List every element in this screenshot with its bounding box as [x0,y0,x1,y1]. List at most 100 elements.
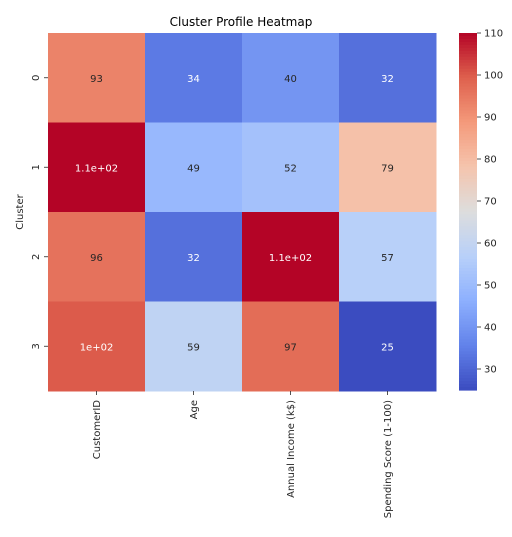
x-axis-ticks: CustomerID Age Annual Income (k$) Spending … [92,391,394,518]
colorbar-segment [459,137,477,141]
colorbar-segment [459,134,477,138]
colorbar-segment [459,208,477,213]
colorbar-segment [459,110,477,114]
heatmap-cell [242,301,340,392]
heatmap-cell [145,301,243,392]
colorbar-segment [459,35,477,40]
colorbar-segment [459,276,477,281]
heatmap-cell [145,33,243,123]
colorbar-tick-label: 50 [484,281,497,292]
x-tick-label: Spending Score (1-100) [383,400,394,518]
colorbar-segment [459,265,477,269]
heatmap-cell [145,122,243,213]
colorbar-segment [459,327,477,332]
colorbar-segment [459,175,477,180]
colorbar-segment [459,271,477,275]
colorbar-segment [459,98,477,103]
colorbar-segment [459,232,477,236]
colorbar-segment [459,149,477,153]
colorbar-segment [459,354,477,358]
heatmap-cell [48,122,146,213]
colorbar-segment [459,300,477,305]
colorbar-segment [459,119,477,123]
colorbar-segment [459,154,477,159]
colorbar-segment [459,220,477,224]
colorbar-segment [459,202,477,207]
heatmap-cell [48,33,146,123]
colorbar-segment [459,140,477,144]
colorbar-segment [459,196,477,201]
colorbar-segment [459,259,477,263]
colorbar-tick-label: 70 [484,197,497,208]
colorbar-segment [459,315,477,320]
colorbar-segment [459,247,477,251]
colorbar-segment [459,217,477,222]
colorbar-segment [459,297,477,302]
colorbar-segment [459,378,477,382]
colorbar-tick-label: 80 [484,155,497,166]
colorbar-tick-label: 100 [484,71,503,82]
colorbar-segment [459,387,477,391]
colorbar-segment [459,56,477,61]
colorbar-segment [459,288,477,293]
heatmap-cell [242,122,340,213]
cell-annotation: 1.1e+02 [75,163,118,174]
heatmap-cell [339,122,437,213]
colorbar-segment [459,199,477,204]
colorbar-segment [459,294,477,299]
colorbar: 30 40 50 60 70 80 90 100 110 [459,29,503,391]
colorbar-segment [459,131,477,135]
cell-annotation: 59 [187,342,200,353]
colorbar-segment [459,92,477,97]
colorbar-segment [459,375,477,379]
colorbar-segment [459,89,477,94]
colorbar-segment [459,372,477,376]
colorbar-segment [459,357,477,361]
colorbar-segment [459,369,477,373]
colorbar-segment [459,312,477,317]
colorbar-segment [459,44,477,49]
colorbar-segment [459,226,477,230]
colorbar-segment [459,342,477,346]
colorbar-segment [459,33,477,37]
colorbar-segment [459,169,477,174]
colorbar-segment [459,279,477,284]
colorbar-segment [459,285,477,290]
colorbar-segment [459,116,477,120]
heatmap-cell [48,301,146,392]
heatmap-cell [339,212,437,302]
colorbar-segment [459,38,477,43]
colorbar-segment [459,71,477,76]
colorbar-segment [459,101,477,105]
colorbar-segment [459,339,477,343]
colorbar-segment [459,256,477,260]
colorbar-segment [459,181,477,186]
cell-annotation: 49 [187,163,200,174]
cell-annotation: 40 [284,74,297,85]
colorbar-segment [459,125,477,129]
y-tick-label: 0 [31,75,42,81]
colorbar-segment [459,235,477,239]
y-tick-label: 1 [31,164,42,170]
cell-annotation: 93 [90,74,103,85]
colorbar-segment [459,128,477,132]
colorbar-segment [459,86,477,91]
colorbar-segment [459,223,477,227]
colorbar-segment [459,205,477,210]
colorbar-segment [459,321,477,326]
colorbar-segment [459,333,477,338]
colorbar-segment [459,291,477,296]
colorbar-segment [459,53,477,58]
colorbar-segment [459,80,477,85]
cell-annotation: 1e+02 [80,342,114,353]
y-tick-label: 3 [31,343,42,349]
colorbar-segment [459,187,477,192]
colorbar-segment [459,309,477,314]
colorbar-segment [459,178,477,183]
colorbar-segment [459,303,477,308]
colorbar-segment [459,47,477,52]
colorbar-segment [459,77,477,82]
cell-annotation: 34 [187,74,200,85]
y-axis-ticks: 0 1 2 3 [31,75,48,349]
